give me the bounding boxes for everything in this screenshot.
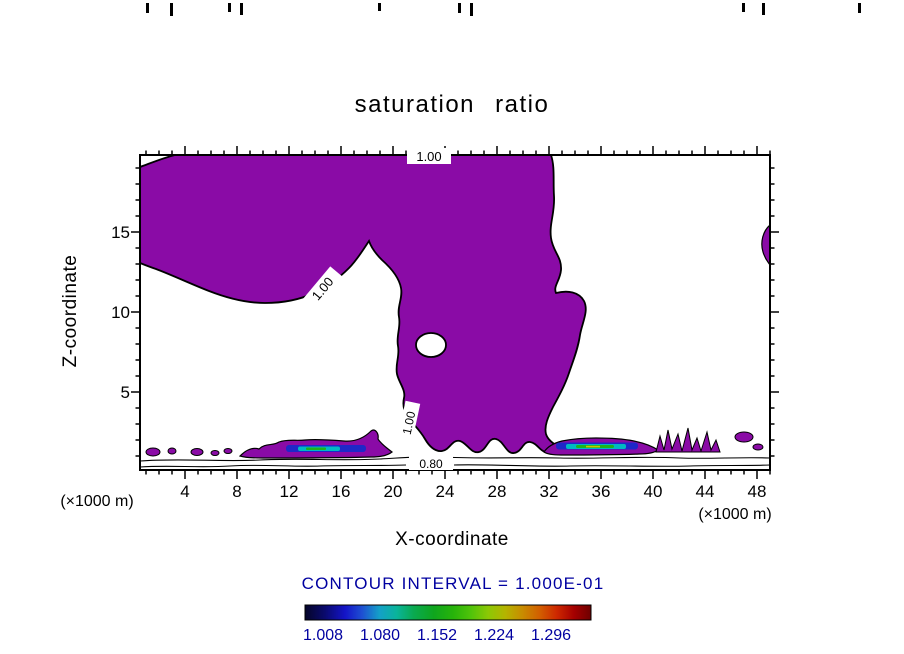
surface-spikes-east — [655, 427, 721, 453]
x-tick-label: 32 — [540, 482, 559, 501]
x-tick-label: 28 — [488, 482, 507, 501]
axis-ticks — [131, 146, 779, 479]
contour-label-top: 1.00 — [407, 148, 451, 164]
x-tick-label: 20 — [384, 482, 403, 501]
y-axis-label: Z-coordinate — [60, 255, 81, 368]
colorbar-label: 1.224 — [474, 627, 514, 644]
colorbar-label: 1.080 — [360, 627, 400, 644]
surface-speck — [210, 450, 220, 456]
surface-speck — [752, 443, 764, 451]
cropped-tick-marks — [146, 3, 861, 16]
x-tick-label: 40 — [644, 482, 663, 501]
x-tick-label: 48 — [748, 482, 767, 501]
y-tick-label: 5 — [121, 383, 130, 402]
contour-label-surface-text: 0.80 — [419, 457, 443, 471]
surface-contour-lines — [139, 456, 771, 468]
colorbar-label: 1.296 — [531, 627, 571, 644]
saturation-contour-region — [139, 154, 587, 454]
x-units-left: (×1000 m) — [60, 493, 133, 510]
x-units-right: (×1000 m) — [698, 506, 771, 523]
right-edge-sliver — [761, 223, 771, 267]
colorbar — [304, 604, 592, 621]
x-tick-label: 24 — [436, 482, 455, 501]
contour-label-column-text: 1.00 — [400, 410, 419, 436]
surface-speck — [190, 448, 204, 456]
x-axis-label: X-coordinate — [395, 529, 509, 550]
x-tick-label: 16 — [332, 482, 351, 501]
contour-label-surface: 0.80 — [409, 456, 453, 471]
y-tick-label: 15 — [111, 223, 130, 242]
x-tick-label: 36 — [592, 482, 611, 501]
surface-speck — [167, 447, 177, 455]
surface-band-west — [238, 429, 393, 459]
colorbar-label: 1.008 — [303, 627, 343, 644]
x-tick-label: 4 — [180, 482, 189, 501]
surface-speck — [223, 448, 233, 454]
band-core-green-west — [306, 447, 326, 450]
contour-interval-caption: CONTOUR INTERVAL = 1.000E-01 — [302, 574, 605, 593]
x-tick-label: 12 — [280, 482, 299, 501]
contour-line-0_80-right — [453, 464, 771, 467]
colorbar-labels: 1.008 1.080 1.152 1.224 1.296 — [303, 627, 571, 644]
surface-speck — [734, 431, 754, 443]
x-tick-label: 44 — [696, 482, 715, 501]
saturated-fill-group — [139, 154, 771, 459]
surface-speck — [145, 447, 161, 457]
band-core-yellow-east — [586, 445, 600, 448]
contour-label-column: 1.00 — [396, 400, 421, 445]
colorbar-label: 1.152 — [417, 627, 457, 644]
y-tick-label: 10 — [111, 303, 130, 322]
contour-line-0_80-left — [139, 464, 407, 468]
contour-label-top-text: 1.00 — [416, 149, 441, 164]
contour-line-0_90 — [139, 456, 771, 462]
x-tick-label: 8 — [232, 482, 241, 501]
plot-title: saturation ratio — [355, 91, 550, 118]
